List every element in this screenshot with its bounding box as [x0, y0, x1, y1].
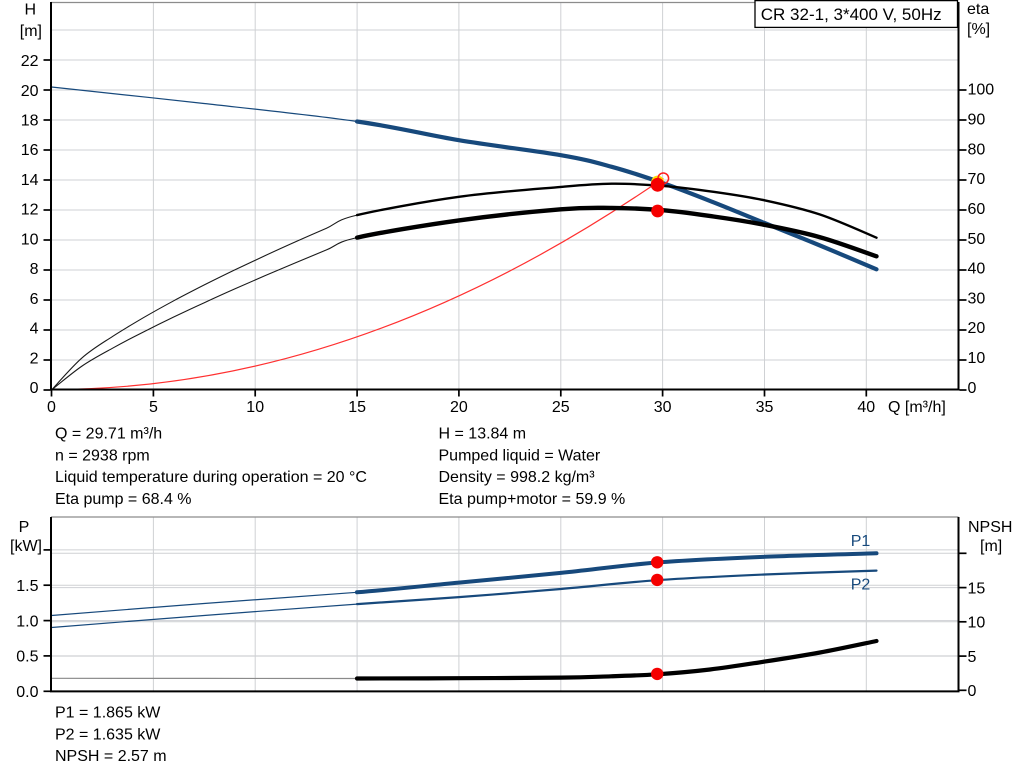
svg-text:0: 0	[30, 380, 39, 397]
svg-text:40: 40	[857, 399, 875, 416]
svg-text:15: 15	[968, 580, 986, 597]
svg-text:0.0: 0.0	[16, 684, 38, 701]
svg-text:CR 32-1, 3*400 V, 50Hz: CR 32-1, 3*400 V, 50Hz	[761, 5, 942, 24]
svg-text:[m]: [m]	[20, 23, 42, 40]
svg-text:60: 60	[968, 201, 986, 218]
svg-text:P1: P1	[851, 533, 871, 550]
svg-text:Density = 998.2 kg/m³: Density = 998.2 kg/m³	[439, 469, 596, 486]
svg-text:2: 2	[30, 350, 39, 367]
svg-text:Q [m³/h]: Q [m³/h]	[888, 399, 946, 416]
svg-text:Eta pump = 68.4 %: Eta pump = 68.4 %	[55, 491, 192, 508]
svg-text:P2: P2	[851, 577, 871, 594]
svg-text:22: 22	[21, 53, 39, 70]
svg-text:80: 80	[968, 141, 986, 158]
svg-text:10: 10	[968, 350, 986, 367]
svg-text:50: 50	[968, 231, 986, 248]
svg-text:25: 25	[552, 399, 570, 416]
svg-text:14: 14	[21, 172, 39, 189]
svg-text:0: 0	[968, 683, 977, 700]
svg-text:NPSH = 2.57 m: NPSH = 2.57 m	[55, 748, 167, 765]
svg-text:40: 40	[968, 261, 986, 278]
svg-text:Eta pump+motor = 59.9 %: Eta pump+motor = 59.9 %	[439, 491, 626, 508]
svg-text:1.0: 1.0	[16, 613, 38, 630]
svg-text:Liquid temperature during oper: Liquid temperature during operation = 20…	[55, 469, 367, 486]
svg-text:4: 4	[30, 321, 39, 338]
svg-text:0.5: 0.5	[16, 649, 38, 666]
svg-text:8: 8	[30, 261, 39, 278]
svg-text:H: H	[24, 2, 36, 19]
svg-text:H = 13.84 m: H = 13.84 m	[439, 426, 527, 443]
svg-text:10: 10	[21, 231, 39, 248]
svg-text:[%]: [%]	[967, 21, 990, 38]
svg-text:eta: eta	[967, 1, 989, 18]
svg-text:P2 = 1.635 kW: P2 = 1.635 kW	[55, 726, 161, 743]
svg-text:n = 2938 rpm: n = 2938 rpm	[55, 447, 150, 464]
svg-text:100: 100	[968, 82, 995, 99]
svg-text:10: 10	[246, 399, 264, 416]
svg-text:20: 20	[968, 320, 986, 337]
svg-text:[m]: [m]	[980, 538, 1002, 555]
svg-text:15: 15	[348, 399, 366, 416]
svg-text:P: P	[19, 519, 30, 536]
svg-text:6: 6	[30, 291, 39, 308]
svg-text:5: 5	[149, 399, 158, 416]
svg-text:[kW]: [kW]	[10, 538, 42, 555]
svg-text:70: 70	[968, 171, 986, 188]
svg-text:Pumped liquid = Water: Pumped liquid = Water	[439, 447, 601, 464]
svg-text:30: 30	[968, 290, 986, 307]
svg-text:35: 35	[756, 399, 774, 416]
svg-text:5: 5	[968, 649, 977, 666]
svg-text:0: 0	[968, 380, 977, 397]
svg-text:30: 30	[654, 399, 672, 416]
svg-text:20: 20	[450, 399, 468, 416]
svg-text:90: 90	[968, 112, 986, 129]
svg-text:12: 12	[21, 202, 39, 219]
svg-text:0: 0	[47, 399, 56, 416]
svg-text:16: 16	[21, 142, 39, 159]
svg-text:20: 20	[21, 83, 39, 100]
svg-text:NPSH: NPSH	[968, 519, 1012, 536]
svg-text:10: 10	[968, 615, 986, 632]
svg-text:1.5: 1.5	[16, 578, 38, 595]
svg-text:18: 18	[21, 113, 39, 130]
svg-text:P1 = 1.865 kW: P1 = 1.865 kW	[55, 704, 161, 721]
svg-text:Q = 29.71 m³/h: Q = 29.71 m³/h	[55, 426, 162, 443]
